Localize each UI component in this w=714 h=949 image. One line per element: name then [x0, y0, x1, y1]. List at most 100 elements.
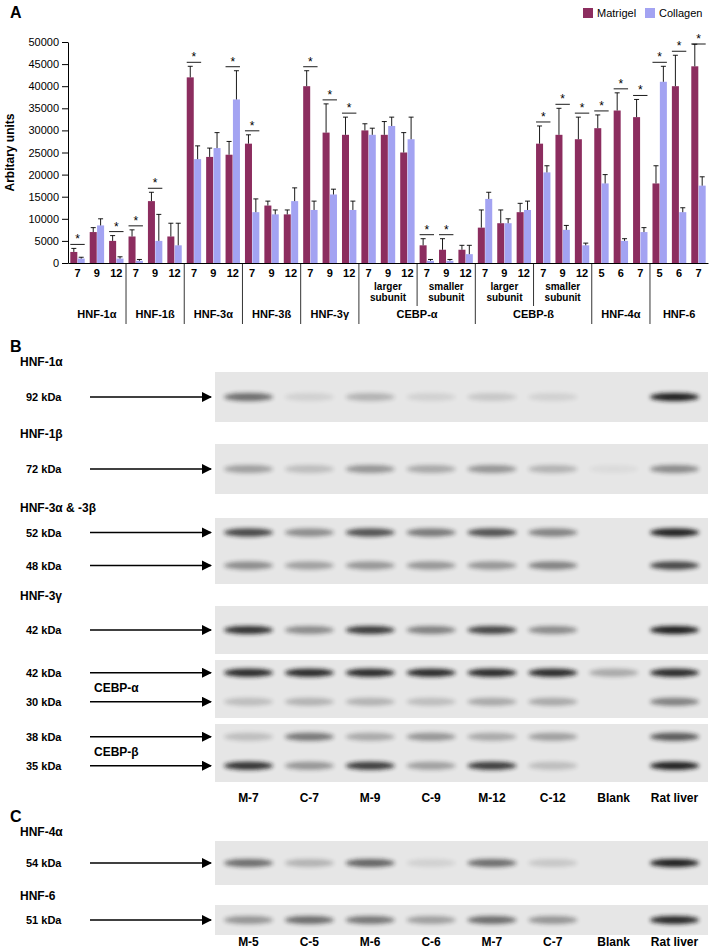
blot-membrane — [215, 724, 708, 782]
blot-band — [346, 916, 395, 924]
x-tick: 9 — [443, 267, 449, 279]
bar — [563, 230, 570, 263]
x-tick-label: 12 — [110, 267, 122, 279]
error-bar — [331, 189, 336, 194]
error-cap — [130, 229, 135, 230]
x-tick: 12 — [227, 267, 239, 279]
blot-band — [467, 916, 516, 924]
error-stem — [675, 55, 676, 86]
y-tick-label: 35000 — [28, 102, 59, 114]
blot-band — [528, 626, 577, 634]
error-bar — [641, 228, 646, 232]
error-cap — [79, 257, 84, 258]
y-tick-label: 40000 — [28, 80, 59, 92]
plot-area — [70, 44, 705, 263]
error-cap — [576, 117, 581, 118]
error-stem — [132, 230, 133, 237]
error-stem — [100, 219, 101, 226]
error-bar — [370, 128, 375, 135]
bar — [323, 133, 330, 263]
significance-label: * — [230, 55, 235, 69]
error-cap — [634, 99, 639, 100]
x-tick-label: 12 — [401, 267, 413, 279]
bar — [691, 66, 698, 263]
marker-arrow — [90, 736, 211, 738]
marker-label: 35 kDa — [26, 760, 62, 772]
x-tick-label: 5 — [657, 267, 663, 279]
significance-label: * — [677, 39, 682, 53]
error-cap — [428, 259, 433, 260]
x-tick: 7 — [249, 267, 255, 279]
group-label: CEBP-ß — [513, 308, 554, 320]
error-stem — [655, 166, 656, 184]
error-bar — [188, 66, 193, 77]
bar — [129, 236, 136, 263]
error-bar — [168, 223, 173, 236]
error-cap — [537, 125, 542, 126]
error-cap — [156, 214, 161, 215]
marker-label: 38 kDa — [26, 731, 62, 743]
x-axis-line — [69, 263, 709, 264]
x-tick: 7 — [540, 267, 546, 279]
error-cap — [71, 248, 76, 249]
error-bar — [362, 124, 367, 131]
blot-panel: CHNF-4α54 kDaHNF-651 kDaM-5C-5M-6C-6M-7C… — [10, 808, 708, 949]
bar — [699, 186, 706, 263]
x-tick-label: 7 — [695, 267, 701, 279]
lane-label: C-9 — [421, 791, 441, 805]
error-stem — [461, 245, 462, 249]
bar — [388, 126, 395, 263]
blot-band — [406, 393, 455, 401]
error-cap — [486, 192, 491, 193]
marker-label: 42 kDa — [26, 667, 62, 679]
error-bar — [556, 108, 561, 135]
series — [78, 66, 706, 263]
legend-swatch — [583, 8, 593, 18]
blot-band — [406, 698, 455, 706]
blot-membrane — [215, 518, 708, 584]
error-cap — [188, 66, 193, 67]
blot-band — [285, 529, 334, 537]
x-tick-label: 12 — [576, 267, 588, 279]
x-tick-label: 6 — [676, 267, 682, 279]
x-tick: 7 — [637, 267, 643, 279]
error-stem — [442, 239, 443, 250]
blot-band — [285, 562, 334, 570]
error-stem — [500, 210, 501, 223]
bar — [369, 135, 376, 263]
error-cap — [110, 235, 115, 236]
legend-label: Matrigel — [597, 7, 636, 19]
bar — [536, 144, 543, 263]
y-tick-mark — [62, 219, 68, 220]
error-bar — [207, 148, 212, 157]
blot-band — [224, 626, 273, 634]
group-separator — [475, 263, 476, 324]
error-stem — [345, 117, 346, 135]
blot-band — [650, 626, 699, 634]
error-stem — [682, 208, 683, 212]
blot-band — [406, 733, 455, 741]
lane-label: Blank — [597, 791, 630, 805]
error-cap — [479, 209, 484, 210]
significance-label: * — [696, 32, 701, 46]
x-tick-label: 6 — [618, 267, 624, 279]
group-label: HNF-6 — [663, 308, 695, 320]
x-tick-label: 5 — [598, 267, 604, 279]
y-axis: 0500010000150002000025000300003500040000… — [28, 36, 68, 269]
x-tick-label: 7 — [482, 267, 488, 279]
lane-label: C-7 — [300, 791, 320, 805]
error-bar — [71, 248, 76, 252]
bar — [582, 245, 589, 263]
blot-band — [346, 762, 395, 770]
y-tick-label: 45000 — [28, 58, 59, 70]
x-tick-label: 7 — [74, 267, 80, 279]
marker-arrow — [90, 862, 211, 864]
error-cap — [556, 108, 561, 109]
blot-row: CEBP-α42 kDa30 kDa — [26, 660, 708, 718]
subgroup-label: largersubunit — [370, 281, 407, 303]
significance-label: * — [327, 88, 332, 102]
y-tick-mark — [62, 130, 68, 131]
blot-band — [467, 698, 516, 706]
error-stem — [643, 228, 644, 232]
bar — [555, 135, 562, 263]
